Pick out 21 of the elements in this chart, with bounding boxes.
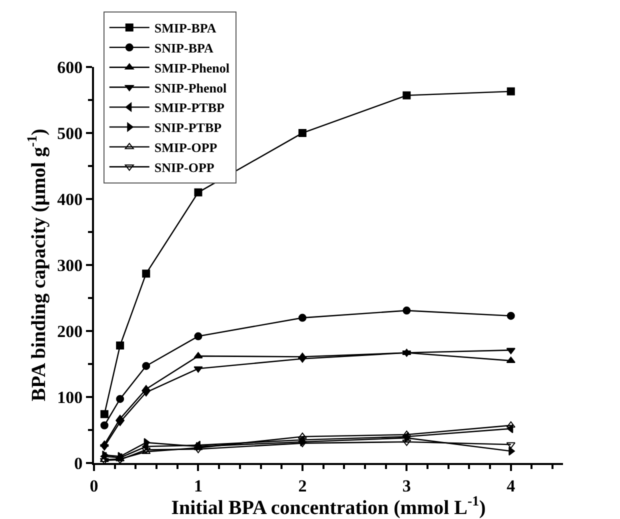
legend-label: SNIP-OPP (154, 160, 214, 175)
legend-label: SNIP-BPA (154, 40, 214, 56)
y-tick-label: 0 (74, 454, 83, 473)
legend-label: SMIP-OPP (154, 140, 218, 155)
x-tick-label: 0 (90, 476, 98, 496)
legend-label: SMIP-Phenol (154, 60, 230, 76)
x-tick-label: 4 (506, 476, 516, 496)
y-tick-label: 200 (57, 322, 83, 341)
legend-label: SNIP-Phenol (154, 80, 227, 96)
y-tick-label: 100 (57, 388, 83, 407)
y-tick-label: 300 (57, 256, 83, 275)
y-tick-label: 500 (57, 124, 83, 143)
y-tick-label: 600 (57, 58, 83, 77)
x-tick-label: 1 (194, 476, 202, 496)
x-tick-label: 3 (402, 476, 411, 496)
legend-label: SMIP-BPA (154, 20, 217, 36)
legend-label: SNIP-PTBP (154, 120, 222, 136)
x-axis-title: Initial BPA concentration (mmol L$^{-1}$) (171, 494, 486, 519)
x-tick-label: 2 (298, 476, 307, 496)
y-tick-label: 400 (57, 190, 83, 209)
legend-label: SMIP-PTBP (154, 100, 224, 116)
